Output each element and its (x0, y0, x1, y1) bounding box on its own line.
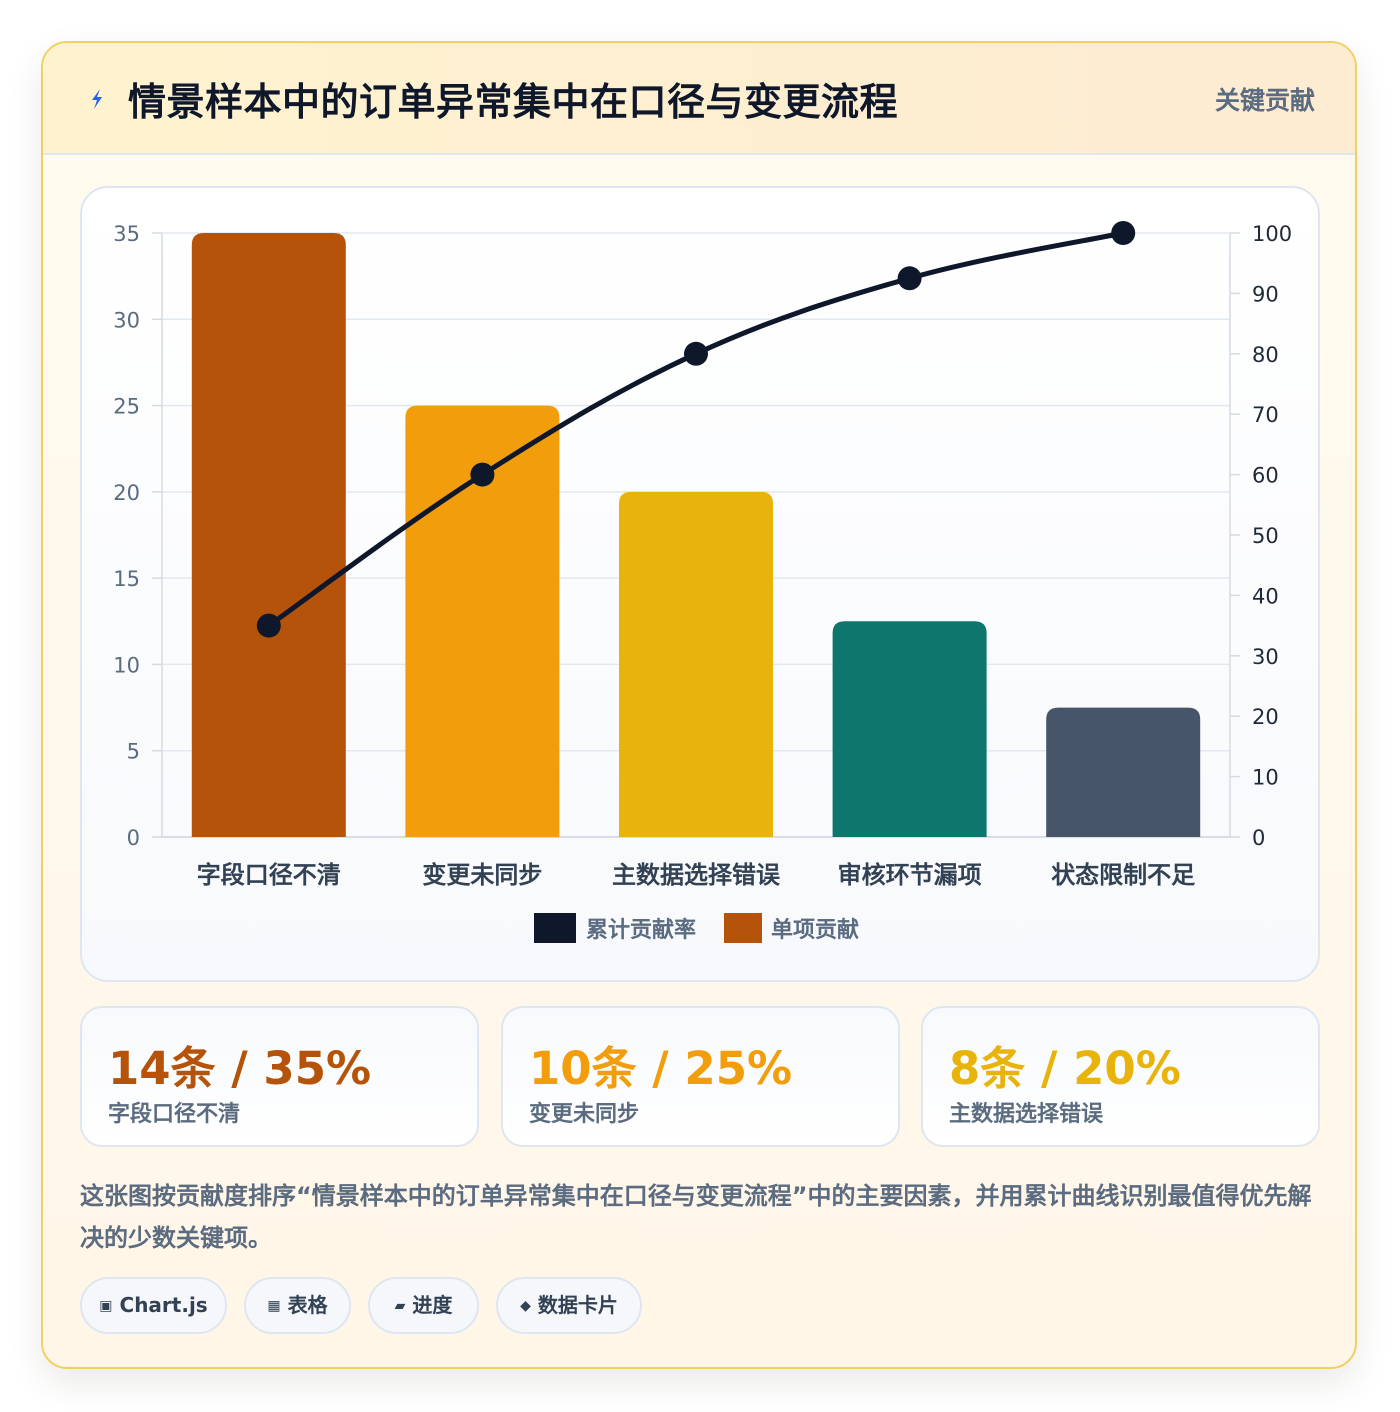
stat-label: 主数据选择错误 (949, 1102, 1104, 1127)
table-icon: ▦ (267, 1298, 281, 1314)
bar (191, 233, 346, 837)
right-tick-label: 0 (1252, 826, 1265, 850)
right-tick-label: 30 (1252, 645, 1279, 669)
stat-value: 14条 / 35% (108, 1042, 372, 1095)
chart-panel: 0 5 10 15 20 25 30 35 0 10 20 30 40 50 60 70 80 90 100 字段口径… (80, 186, 1320, 982)
tag-table[interactable]: ▦ 表格 (244, 1277, 351, 1334)
stat-card-1: 14条 / 35% 字段口径不清 (80, 1006, 479, 1147)
stat-value: 8条 / 20% (949, 1042, 1181, 1095)
left-tick-label: 20 (113, 481, 140, 505)
left-tick-label: 5 (127, 740, 140, 764)
tag-progress[interactable]: ▰ 进度 (368, 1277, 479, 1334)
pareto-chart: 0 5 10 15 20 25 30 35 0 10 20 30 40 50 60 70 80 90 100 字段口径… (113, 221, 1292, 943)
right-tick-label: 100 (1252, 222, 1292, 246)
right-tick-label: 80 (1252, 343, 1279, 367)
header-badge: 关键贡献 (1214, 86, 1315, 115)
tag-label: 数据卡片 (537, 1293, 618, 1317)
stat-value: 10条 / 25% (529, 1042, 793, 1095)
bar (619, 491, 773, 837)
left-tick-label: 30 (113, 308, 140, 332)
legend-swatch-cumulative (534, 913, 576, 943)
diamond-icon: ◆ (520, 1298, 531, 1314)
legend-swatch-single (724, 913, 762, 943)
right-tick-label: 20 (1252, 705, 1279, 729)
line-point (897, 266, 922, 291)
line-point (256, 613, 281, 638)
left-tick-label: 15 (113, 567, 140, 591)
card-header: 情景样本中的订单异常集中在口径与变更流程 关键贡献 (43, 43, 1355, 155)
tag-label: 表格 (287, 1293, 328, 1317)
legend-label-cumulative: 累计贡献率 (586, 917, 696, 943)
stat-label: 变更未同步 (529, 1102, 640, 1127)
tag-chartjs[interactable]: ▣ Chart.js (80, 1277, 227, 1334)
bar (405, 405, 560, 837)
tag-label: Chart.js (119, 1293, 208, 1317)
left-tick-label: 25 (113, 395, 140, 419)
right-tick-label: 10 (1252, 766, 1279, 790)
right-tick-label: 50 (1252, 524, 1279, 548)
chart-icon: ▣ (99, 1298, 113, 1314)
stat-card-2: 10条 / 25% 变更未同步 (501, 1006, 900, 1147)
tag-data-card[interactable]: ◆ 数据卡片 (496, 1277, 642, 1334)
category-label: 审核环节漏项 (838, 861, 982, 889)
progress-icon: ▰ (394, 1298, 406, 1314)
summary-text: 这张图按贡献度排序“情景样本中的订单异常集中在口径与变更流程”中的主要因素，并用… (80, 1182, 1312, 1252)
line-point (684, 341, 708, 366)
left-tick-label: 10 (113, 653, 140, 677)
left-tick-label: 0 (127, 826, 140, 850)
right-tick-label: 70 (1252, 403, 1279, 427)
category-label: 字段口径不清 (197, 861, 341, 889)
category-label: 状态限制不足 (1051, 861, 1195, 889)
right-tick-label: 60 (1252, 464, 1279, 488)
bar (832, 621, 987, 837)
bar (1046, 707, 1201, 837)
category-label: 主数据选择错误 (612, 861, 781, 889)
line-point (470, 462, 495, 487)
pareto-card: 情景样本中的订单异常集中在口径与变更流程 关键贡献 0 5 10 15 20 25 30 35… (41, 41, 1357, 1369)
category-label: 变更未同步 (422, 861, 542, 889)
lightning-icon (92, 89, 102, 109)
right-tick-label: 40 (1252, 584, 1279, 608)
stat-card-3: 8条 / 20% 主数据选择错误 (921, 1006, 1320, 1147)
line-point (1111, 221, 1136, 245)
legend-label-single: 单项贡献 (771, 917, 859, 943)
left-tick-label: 35 (113, 222, 140, 246)
tag-label: 进度 (412, 1293, 453, 1317)
right-tick-label: 90 (1252, 282, 1279, 306)
card-title: 情景样本中的订单异常集中在口径与变更流程 (128, 80, 899, 124)
stat-label: 字段口径不清 (108, 1102, 241, 1127)
